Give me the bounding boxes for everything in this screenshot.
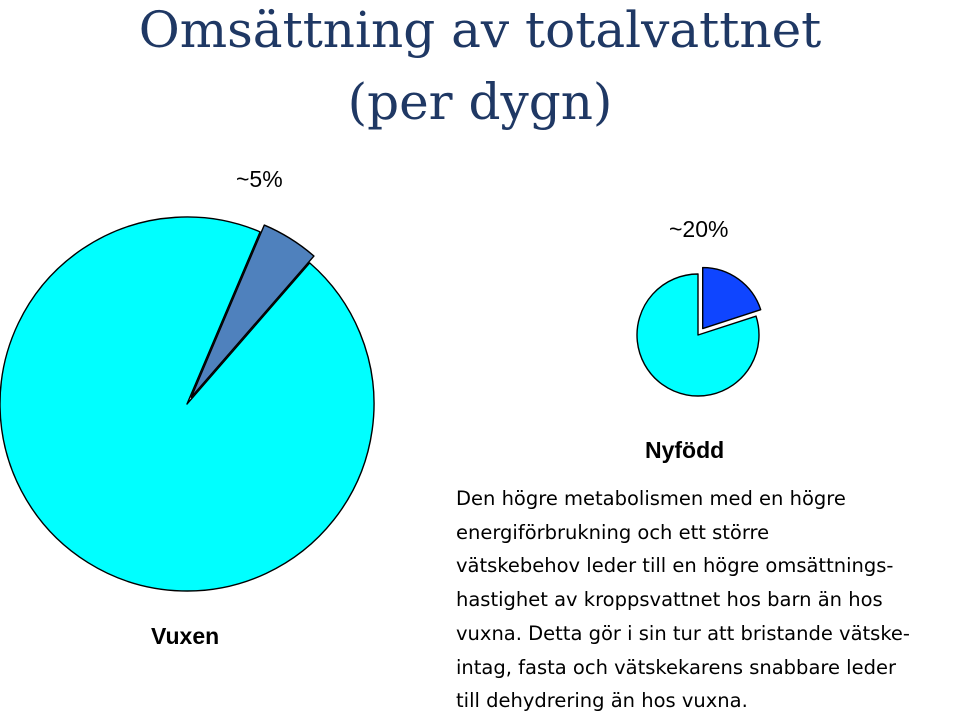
explanation-line: till dehydrering än hos vuxna. — [456, 689, 748, 713]
pie-chart-adult — [0, 216, 375, 592]
title-line-1: Omsättning av totalvattnet — [138, 1, 822, 59]
adult-chart-title: Vuxen — [151, 623, 220, 649]
pie-chart-newborn — [636, 266, 762, 397]
adult-percent-label: ~5% — [236, 166, 283, 192]
explanation-line: vuxna. Detta gör i sin tur att bristande… — [456, 621, 910, 645]
newborn-pie-slice-turnover — [702, 266, 762, 330]
explanation-line: energiförbrukning och ett större — [456, 520, 770, 544]
newborn-pie-slice-remaining — [636, 273, 760, 397]
newborn-percent-label: ~20% — [669, 216, 729, 242]
adult-pie-slice-turnover — [190, 224, 315, 398]
explanation-line: hastighet av kroppsvattnet hos barn än h… — [456, 588, 883, 612]
adult-pie-slice-remaining — [0, 216, 375, 592]
slide-title: Omsättning av totalvattnet (per dygn) — [0, 0, 960, 138]
title-line-2: (per dygn) — [347, 73, 613, 131]
newborn-chart-title: Nyfödd — [645, 437, 725, 463]
explanation-line: vätskebehov leder till en högre omsättni… — [456, 554, 894, 578]
explanation-paragraph: Den högre metabolismen med en högre ener… — [456, 482, 956, 718]
explanation-line: Den högre metabolismen med en högre — [456, 487, 846, 510]
explanation-line: intag, fasta och vätskekarens snabbare l… — [456, 655, 896, 679]
